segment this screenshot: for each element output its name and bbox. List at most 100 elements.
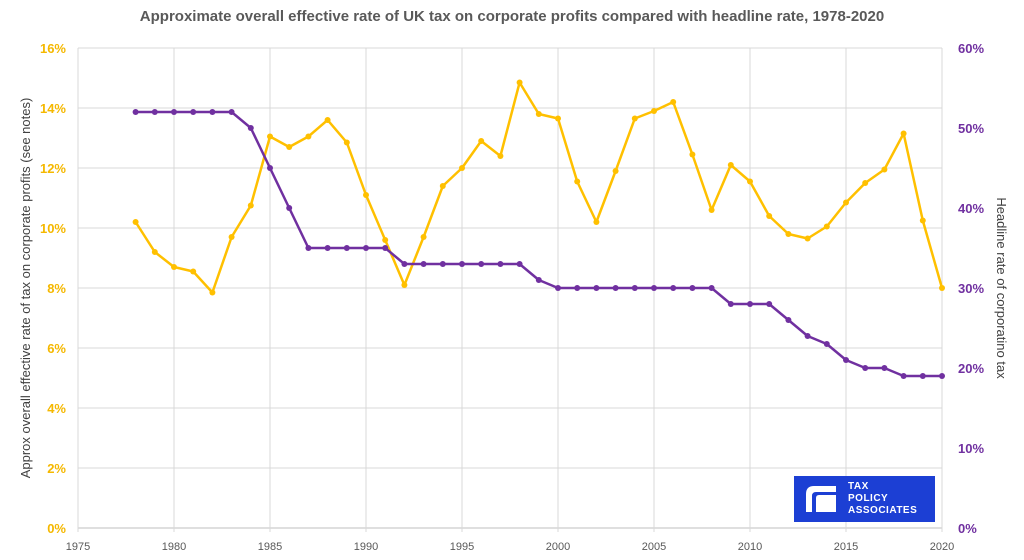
x-tick-label: 1985: [258, 541, 282, 553]
effective-rate-point: [708, 207, 715, 213]
headline-rate-point: [823, 341, 830, 347]
effective-rate-point: [439, 183, 446, 189]
headline-rate-point: [881, 365, 888, 371]
headline-rate-point: [535, 277, 542, 283]
logo-line: POLICY: [848, 493, 889, 504]
effective-rate-point: [593, 219, 600, 225]
headline-rate-point: [593, 285, 600, 291]
headline-rate-point: [747, 301, 753, 307]
headline-rate-point: [305, 245, 312, 251]
right-axis-ticks: 0% 10% 20% 30% 40% 50% 60%: [958, 41, 984, 536]
series-layer: [132, 79, 945, 379]
left-tick-label: 2%: [47, 461, 66, 476]
headline-rate-point: [343, 245, 350, 251]
gridlines: [77, 47, 943, 532]
headline-rate-point: [132, 109, 139, 115]
headline-rate-point: [363, 245, 369, 251]
headline-rate-point: [209, 109, 216, 115]
effective-rate-point: [727, 162, 734, 168]
headline-rate-point: [708, 285, 715, 291]
effective-rate-point: [881, 166, 888, 173]
headline-rate-point: [939, 373, 945, 379]
left-tick-label: 0%: [47, 521, 66, 536]
effective-rate-point: [747, 178, 753, 185]
effective-rate-point: [612, 168, 619, 174]
effective-rate-point: [555, 115, 561, 122]
effective-rate-point: [651, 108, 657, 114]
right-tick-label: 50%: [958, 121, 984, 136]
effective-rate-point: [401, 282, 408, 288]
logo-text: TAX POLICY ASSOCIATES: [848, 481, 917, 517]
effective-rate-point: [286, 144, 293, 150]
effective-rate-point: [190, 268, 197, 275]
headline-rate-point: [555, 285, 561, 291]
headline-rate-point: [862, 365, 869, 371]
x-tick-label: 1980: [162, 541, 186, 553]
effective-rate-point: [939, 285, 945, 291]
left-tick-label: 8%: [47, 281, 66, 296]
effective-rate-point: [478, 138, 485, 144]
left-tick-label: 4%: [47, 401, 66, 416]
headline-rate-point: [670, 285, 677, 291]
effective-rate-point: [228, 234, 235, 240]
x-tick-label: 2005: [642, 541, 666, 553]
headline-rate-point: [247, 125, 254, 131]
left-tick-label: 10%: [40, 221, 66, 236]
headline-rate-point: [727, 301, 734, 307]
effective-rate-point: [670, 99, 677, 105]
headline-rate-point: [574, 285, 581, 291]
headline-rate-point: [190, 109, 197, 115]
headline-rate-point: [459, 261, 465, 267]
headline-rate-point: [420, 261, 427, 267]
logo-mark-icon: [806, 486, 836, 512]
headline-rate-point: [689, 285, 696, 291]
effective-rate-point: [900, 130, 907, 137]
effective-rate-point: [459, 165, 465, 171]
effective-rate-point: [862, 180, 869, 186]
effective-rate-point: [516, 79, 523, 86]
effective-rate-point: [497, 153, 504, 159]
x-tick-label: 1975: [66, 541, 90, 553]
effective-rate-point: [247, 202, 254, 209]
headline-rate-point: [401, 261, 408, 267]
headline-rate-point: [919, 373, 926, 379]
y-axis-label: Approx overall effective rate of tax on …: [18, 98, 33, 479]
effective-rate-point: [171, 264, 177, 270]
tax-policy-associates-logo: TAX POLICY ASSOCIATES: [794, 476, 935, 522]
effective-rate-point: [766, 213, 773, 219]
effective-rate-point: [209, 289, 216, 296]
x-tick-label: 2010: [738, 541, 762, 553]
right-tick-label: 10%: [958, 441, 984, 456]
left-tick-label: 14%: [40, 101, 66, 116]
effective-rate-point: [132, 219, 139, 225]
x-tick-label: 1995: [450, 541, 474, 553]
effective-rate-point: [151, 249, 158, 255]
headline-rate-point: [651, 285, 657, 291]
effective-rate-point: [363, 192, 369, 198]
right-tick-label: 20%: [958, 361, 984, 376]
headline-rate-point: [900, 373, 907, 379]
headline-rate-line: [135, 110, 942, 378]
logo-line: TAX: [848, 481, 869, 492]
headline-rate-point: [766, 301, 773, 307]
left-tick-label: 16%: [40, 41, 66, 56]
headline-rate-point: [516, 261, 523, 267]
effective-rate-point: [324, 117, 331, 123]
x-tick-label: 1990: [354, 541, 378, 553]
effective-rate-point: [843, 199, 849, 206]
right-tick-label: 60%: [958, 41, 984, 56]
effective-rate-point: [823, 223, 830, 230]
headline-rate-point: [631, 285, 638, 291]
headline-rate-point: [497, 261, 504, 267]
headline-rate-point: [228, 109, 235, 115]
headline-rate-point: [612, 285, 619, 291]
left-tick-label: 12%: [40, 161, 66, 176]
effective-rate-point: [382, 237, 389, 243]
effective-rate-point: [804, 235, 811, 242]
effective-rate-point: [919, 217, 926, 224]
headline-rate-point: [785, 317, 792, 323]
x-tick-label: 2000: [546, 541, 570, 553]
left-tick-label: 6%: [47, 341, 66, 356]
effective-rate-point: [631, 115, 638, 122]
